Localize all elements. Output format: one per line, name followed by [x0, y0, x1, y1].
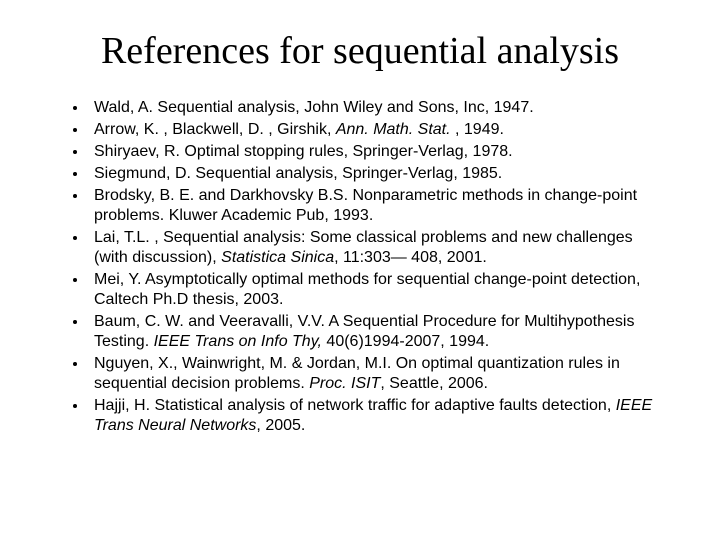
- list-item: Siegmund, D. Sequential analysis, Spring…: [88, 164, 660, 184]
- list-item: Mei, Y. Asymptotically optimal methods f…: [88, 270, 660, 310]
- reference-text-segment: , 11:303— 408, 2001.: [334, 249, 487, 266]
- list-item: Wald, A. Sequential analysis, John Wiley…: [88, 98, 660, 118]
- reference-italic-segment: Proc. ISIT: [309, 375, 380, 392]
- reference-text-segment: , Seattle, 2006.: [380, 375, 488, 392]
- references-list: Wald, A. Sequential analysis, John Wiley…: [60, 98, 660, 436]
- reference-text-segment: Shiryaev, R. Optimal stopping rules, Spr…: [94, 143, 513, 160]
- list-item: Brodsky, B. E. and Darkhovsky B.S. Nonpa…: [88, 186, 660, 226]
- reference-text-segment: 40(6)1994-2007, 1994.: [322, 333, 489, 350]
- reference-text-segment: Arrow, K. , Blackwell, D. , Girshik,: [94, 121, 336, 138]
- slide: References for sequential analysis Wald,…: [0, 0, 720, 540]
- reference-text-segment: , 2005.: [256, 417, 305, 434]
- reference-text-segment: Brodsky, B. E. and Darkhovsky B.S. Nonpa…: [94, 187, 637, 224]
- list-item: Nguyen, X., Wainwright, M. & Jordan, M.I…: [88, 354, 660, 394]
- reference-text-segment: Mei, Y. Asymptotically optimal methods f…: [94, 271, 640, 308]
- list-item: Arrow, K. , Blackwell, D. , Girshik, Ann…: [88, 120, 660, 140]
- reference-italic-segment: Statistica Sinica: [221, 249, 334, 266]
- reference-text-segment: Wald, A. Sequential analysis, John Wiley…: [94, 99, 534, 116]
- reference-text-segment: , 1949.: [451, 121, 504, 138]
- reference-text-segment: Hajji, H. Statistical analysis of networ…: [94, 397, 616, 414]
- page-title: References for sequential analysis: [60, 30, 660, 74]
- list-item: Shiryaev, R. Optimal stopping rules, Spr…: [88, 142, 660, 162]
- reference-text-segment: Siegmund, D. Sequential analysis, Spring…: [94, 165, 502, 182]
- list-item: Hajji, H. Statistical analysis of networ…: [88, 396, 660, 436]
- reference-italic-segment: Ann. Math. Stat.: [336, 121, 451, 138]
- list-item: Baum, C. W. and Veeravalli, V.V. A Seque…: [88, 312, 660, 352]
- list-item: Lai, T.L. , Sequential analysis: Some cl…: [88, 228, 660, 268]
- reference-italic-segment: IEEE Trans on Info Thy,: [154, 333, 322, 350]
